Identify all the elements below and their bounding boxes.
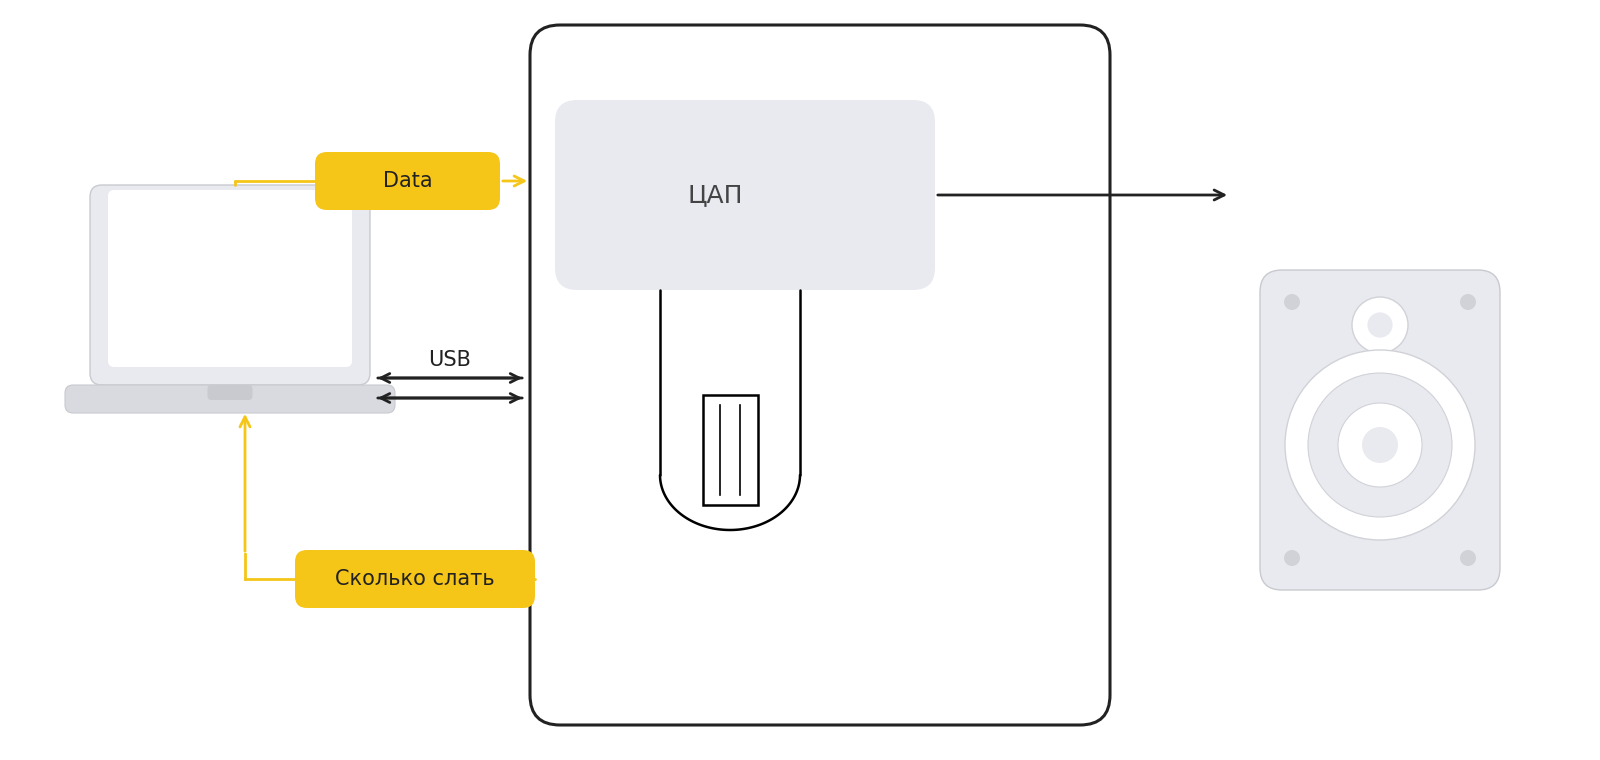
FancyBboxPatch shape bbox=[1261, 270, 1501, 590]
FancyBboxPatch shape bbox=[530, 25, 1110, 725]
FancyBboxPatch shape bbox=[294, 550, 534, 608]
FancyBboxPatch shape bbox=[315, 152, 499, 210]
FancyBboxPatch shape bbox=[555, 100, 934, 290]
Text: USB: USB bbox=[429, 350, 472, 370]
FancyBboxPatch shape bbox=[107, 190, 352, 367]
Circle shape bbox=[1368, 312, 1392, 337]
Circle shape bbox=[1362, 427, 1398, 463]
FancyBboxPatch shape bbox=[90, 185, 370, 385]
Circle shape bbox=[1352, 297, 1408, 353]
Text: ЦАП: ЦАП bbox=[688, 183, 742, 207]
Circle shape bbox=[1459, 550, 1475, 566]
Text: Data: Data bbox=[382, 171, 432, 191]
Bar bbox=[702, 395, 757, 505]
Circle shape bbox=[1285, 294, 1301, 310]
Circle shape bbox=[1285, 550, 1301, 566]
FancyBboxPatch shape bbox=[208, 385, 253, 400]
Circle shape bbox=[1309, 373, 1453, 517]
Text: Сколько слать: Сколько слать bbox=[334, 569, 494, 589]
FancyBboxPatch shape bbox=[66, 385, 395, 413]
Circle shape bbox=[1459, 294, 1475, 310]
Circle shape bbox=[1338, 403, 1422, 487]
Circle shape bbox=[1285, 350, 1475, 540]
